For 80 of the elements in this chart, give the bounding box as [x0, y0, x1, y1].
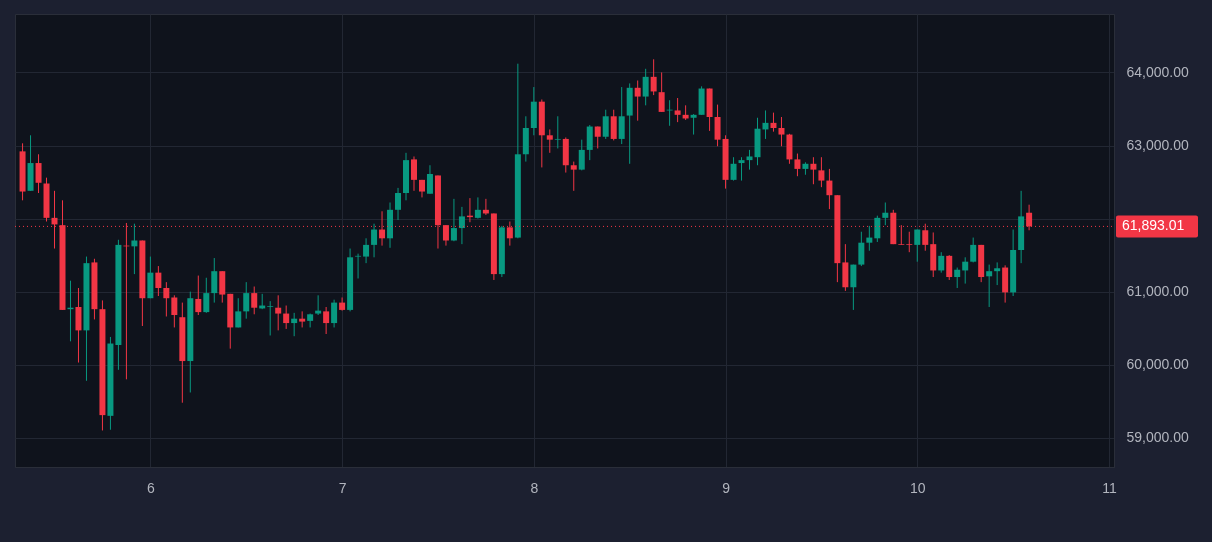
candlestick: [818, 156, 825, 188]
candlestick: [339, 296, 346, 312]
x-tick-label: 9: [722, 479, 731, 496]
candlestick: [946, 254, 953, 281]
ref-line-label: 61,893.01: [1122, 217, 1185, 234]
candlestick: [770, 112, 777, 133]
candlestick: [371, 223, 378, 258]
candlestick: [331, 299, 338, 328]
candlestick: [546, 128, 553, 154]
candlestick: [458, 206, 465, 245]
candlestick: [994, 261, 1001, 286]
candlestick: [195, 275, 202, 316]
y-tick-label: 59,000.00: [1126, 429, 1189, 446]
candlestick: [323, 306, 330, 335]
candlestick: [970, 237, 977, 263]
candlestick: [203, 277, 210, 314]
candlestick: [586, 124, 593, 161]
candlestick: [155, 265, 162, 297]
x-tick-label: 11: [1102, 479, 1117, 496]
candlestick: [658, 71, 665, 113]
candlestick: [850, 264, 857, 311]
candlestick: [570, 161, 577, 192]
candlestick: [642, 68, 649, 106]
candlestick: [610, 109, 617, 141]
candlestick: [858, 231, 865, 267]
candlestick: [171, 294, 178, 328]
candlestick: [690, 113, 697, 136]
candlestick: [75, 287, 82, 364]
x-tick-label: 6: [146, 479, 155, 496]
candlestick: [219, 270, 226, 304]
candlestick: [794, 153, 801, 177]
candlestick: [163, 281, 170, 317]
candlestick: [474, 196, 481, 220]
candlestick: [650, 58, 657, 96]
candlestick: [714, 104, 721, 147]
candlestick: [283, 305, 290, 330]
x-tick-label: 7: [338, 479, 347, 496]
candlestick: [363, 237, 370, 264]
candlestick: [411, 155, 417, 192]
candlestick: [674, 97, 681, 123]
candlestick: [906, 231, 913, 253]
y-tick-label: 60,000.00: [1126, 356, 1189, 373]
candlestick: [810, 156, 817, 185]
x-tick-label: 8: [530, 479, 539, 496]
candlestick: [243, 281, 250, 320]
y-tick-label: 61,000.00: [1126, 283, 1189, 300]
candlestick: [267, 300, 274, 336]
y-tick-label: 63,000.00: [1126, 137, 1189, 154]
candlestick: [938, 251, 945, 274]
candlestick: [578, 139, 585, 171]
candlestick: [251, 286, 258, 315]
candlestick: [746, 149, 753, 171]
candlestick: [762, 109, 769, 140]
y-tick-label: 64,000.00: [1126, 63, 1189, 80]
candlestick: [730, 156, 737, 182]
candlestick: [35, 153, 42, 194]
candlestick: [395, 187, 402, 221]
candlestick: [986, 264, 993, 308]
candlestick: [618, 86, 625, 145]
candlestick: [554, 115, 561, 149]
candlestick: [874, 215, 881, 243]
candlestick: [634, 79, 641, 122]
candlestick: [291, 312, 298, 337]
candlestick: [962, 256, 969, 285]
x-tick-label: 10: [909, 479, 926, 496]
candlestick: [602, 109, 609, 140]
candlestick: [914, 229, 921, 263]
candlestick: [882, 202, 889, 226]
candlestick: [826, 168, 833, 210]
candlestick: [778, 116, 785, 147]
candlestick: [866, 225, 873, 252]
candlestick: [738, 156, 745, 182]
candlestick: [426, 164, 433, 195]
candlestick: [450, 198, 457, 242]
candlestick: [275, 294, 282, 331]
candlestick: [211, 257, 218, 304]
candlestick: [954, 267, 961, 289]
candlestick: [355, 253, 362, 279]
candlestick: [235, 297, 242, 328]
candlestick: [315, 294, 322, 316]
